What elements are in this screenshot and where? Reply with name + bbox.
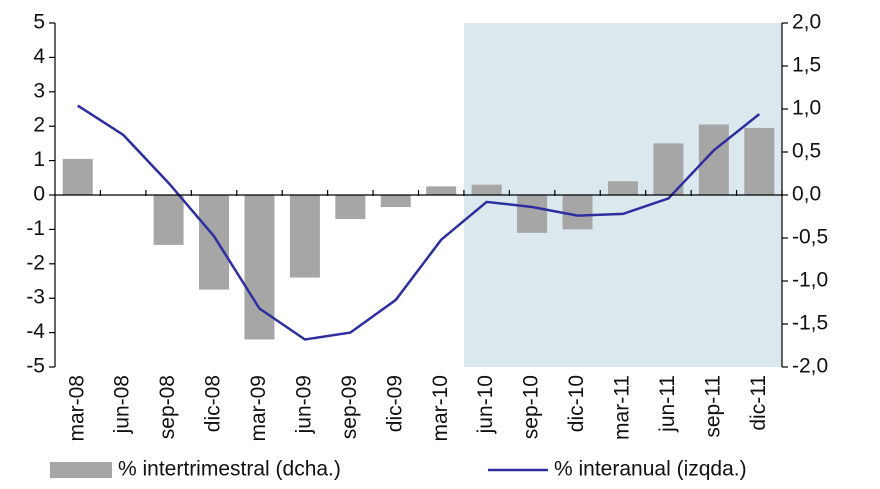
bar — [380, 195, 411, 208]
x-tick-label: jun-10 — [474, 375, 497, 434]
y2-tick-label: 0,5 — [792, 140, 821, 163]
bar — [562, 195, 593, 230]
x-tick-label: jun-11 — [656, 375, 679, 433]
bar — [335, 195, 366, 220]
bar — [426, 186, 457, 195]
y-tick-label: 2 — [33, 114, 45, 137]
x-tick-label: dic-11 — [747, 375, 770, 431]
y-tick-label: 0 — [33, 183, 45, 206]
x-tick-label: jun-09 — [292, 375, 315, 434]
bar — [744, 127, 775, 195]
y-tick-label: 1 — [33, 148, 45, 171]
x-tick-label: jun-08 — [111, 375, 134, 434]
y-tick-label: 4 — [33, 45, 45, 68]
y-tick-label: -4 — [26, 320, 45, 343]
y-tick-label: -1 — [26, 217, 45, 240]
y2-tick-label: 0,0 — [792, 183, 821, 206]
bar — [517, 195, 548, 233]
y2-tick-label: 2,0 — [792, 11, 821, 34]
y-tick-label: -5 — [26, 355, 45, 378]
x-tick-label: sep-10 — [520, 375, 543, 439]
x-tick-label: mar-10 — [429, 375, 452, 442]
y-tick-label: -2 — [26, 251, 45, 274]
y2-tick-label: 1,0 — [792, 97, 821, 120]
y-tick-label: 3 — [33, 79, 45, 102]
bar — [199, 195, 230, 290]
x-tick-label: sep-11 — [701, 375, 724, 438]
line — [77, 104, 761, 341]
x-tick-label: dic-09 — [383, 375, 406, 432]
x-tick-label: dic-08 — [202, 375, 225, 432]
x-tick-label: sep-09 — [338, 375, 361, 439]
legend-label: % interanual (izqda.) — [554, 458, 747, 481]
bar — [607, 181, 638, 195]
bar — [153, 195, 184, 245]
x-tick-label: dic-10 — [565, 375, 588, 432]
bar — [244, 195, 275, 340]
x-tick-label: mar-09 — [247, 375, 270, 442]
y2-tick-label: -2,0 — [792, 355, 828, 378]
y-tick-label: -3 — [26, 286, 45, 309]
x-tick-label: mar-11 — [611, 375, 634, 440]
legend-label: % intertrimestral (dcha.) — [118, 458, 341, 481]
x-tick-label: mar-08 — [65, 375, 88, 442]
x-tick-label: sep-08 — [156, 375, 179, 439]
y2-tick-label: -0,5 — [792, 226, 828, 249]
y2-tick-label: -1,0 — [792, 269, 828, 292]
bar — [62, 158, 93, 195]
y-tick-label: 5 — [33, 11, 45, 34]
y2-tick-label: 1,5 — [792, 54, 821, 77]
bar — [471, 184, 502, 195]
bar — [289, 195, 320, 278]
legend-swatch — [50, 462, 112, 478]
y2-tick-label: -1,5 — [792, 312, 828, 335]
